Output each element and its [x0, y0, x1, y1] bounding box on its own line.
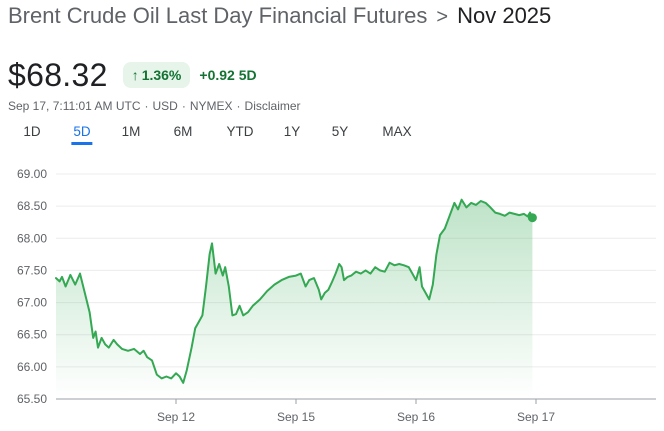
x-tick-label: Sep 12 — [157, 410, 195, 424]
tab-6m[interactable]: 6M — [173, 124, 193, 139]
y-tick-label: 65.50 — [17, 392, 47, 406]
y-tick-label: 68.00 — [17, 231, 47, 245]
tab-max[interactable]: MAX — [382, 124, 412, 139]
series-line — [55, 198, 534, 384]
y-axis-ticks: 69.00 68.50 68.00 67.50 67.00 66.50 66.00 65.50 — [17, 167, 47, 406]
x-tick-label: Sep 16 — [397, 410, 435, 424]
x-axis-ticks: Sep 12 Sep 15 Sep 16 Sep 17 — [157, 399, 555, 424]
y-tick-label: 69.00 — [17, 167, 47, 181]
arrow-up-icon: ↑ — [131, 67, 139, 83]
series-layer — [55, 198, 537, 399]
breadcrumb: Brent Crude Oil Last Day Financial Futur… — [8, 3, 551, 29]
meta-separator: · — [236, 99, 241, 113]
quote-summary: $68.32 ↑ 1.36% +0.92 5D — [8, 57, 257, 93]
series-area-fill — [56, 199, 533, 399]
current-price: $68.32 — [8, 56, 108, 93]
percent-change-value: 1.36% — [141, 67, 182, 83]
y-tick-label: 68.50 — [17, 199, 47, 213]
y-tick-label: 66.00 — [17, 360, 47, 374]
exchange: NYMEX — [189, 99, 233, 113]
price-chart[interactable]: 69.00 68.50 68.00 67.50 67.00 66.50 66.00 65.50… — [0, 160, 664, 431]
tab-5d[interactable]: 5D — [71, 124, 93, 145]
chevron-right-icon: > — [436, 6, 449, 28]
y-tick-label: 66.50 — [17, 328, 47, 342]
page-title: Nov 2025 — [457, 3, 552, 28]
absolute-change: +0.92 5D — [199, 67, 257, 83]
timestamp: Sep 17, 7:11:01 AM UTC — [8, 99, 141, 113]
meta-separator: · — [144, 99, 149, 113]
tab-1y[interactable]: 1Y — [283, 124, 301, 139]
meta-separator: · — [181, 99, 186, 113]
currency: USD — [152, 99, 178, 113]
x-tick-label: Sep 17 — [517, 410, 555, 424]
breadcrumb-parent-link[interactable]: Brent Crude Oil Last Day Financial Futur… — [8, 3, 428, 28]
quote-meta: Sep 17, 7:11:01 AM UTC · USD · NYMEX · Disclai… — [8, 99, 301, 113]
tab-1m[interactable]: 1M — [121, 124, 141, 139]
y-tick-label: 67.50 — [17, 263, 47, 277]
tab-ytd[interactable]: YTD — [226, 124, 254, 139]
y-tick-label: 67.00 — [17, 296, 47, 310]
last-price-point — [527, 213, 537, 223]
tab-5y[interactable]: 5Y — [331, 124, 349, 139]
disclaimer-link[interactable]: Disclaimer — [244, 99, 301, 113]
percent-change-badge: ↑ 1.36% — [122, 62, 191, 88]
tab-1d[interactable]: 1D — [23, 124, 41, 139]
x-tick-label: Sep 15 — [277, 410, 315, 424]
